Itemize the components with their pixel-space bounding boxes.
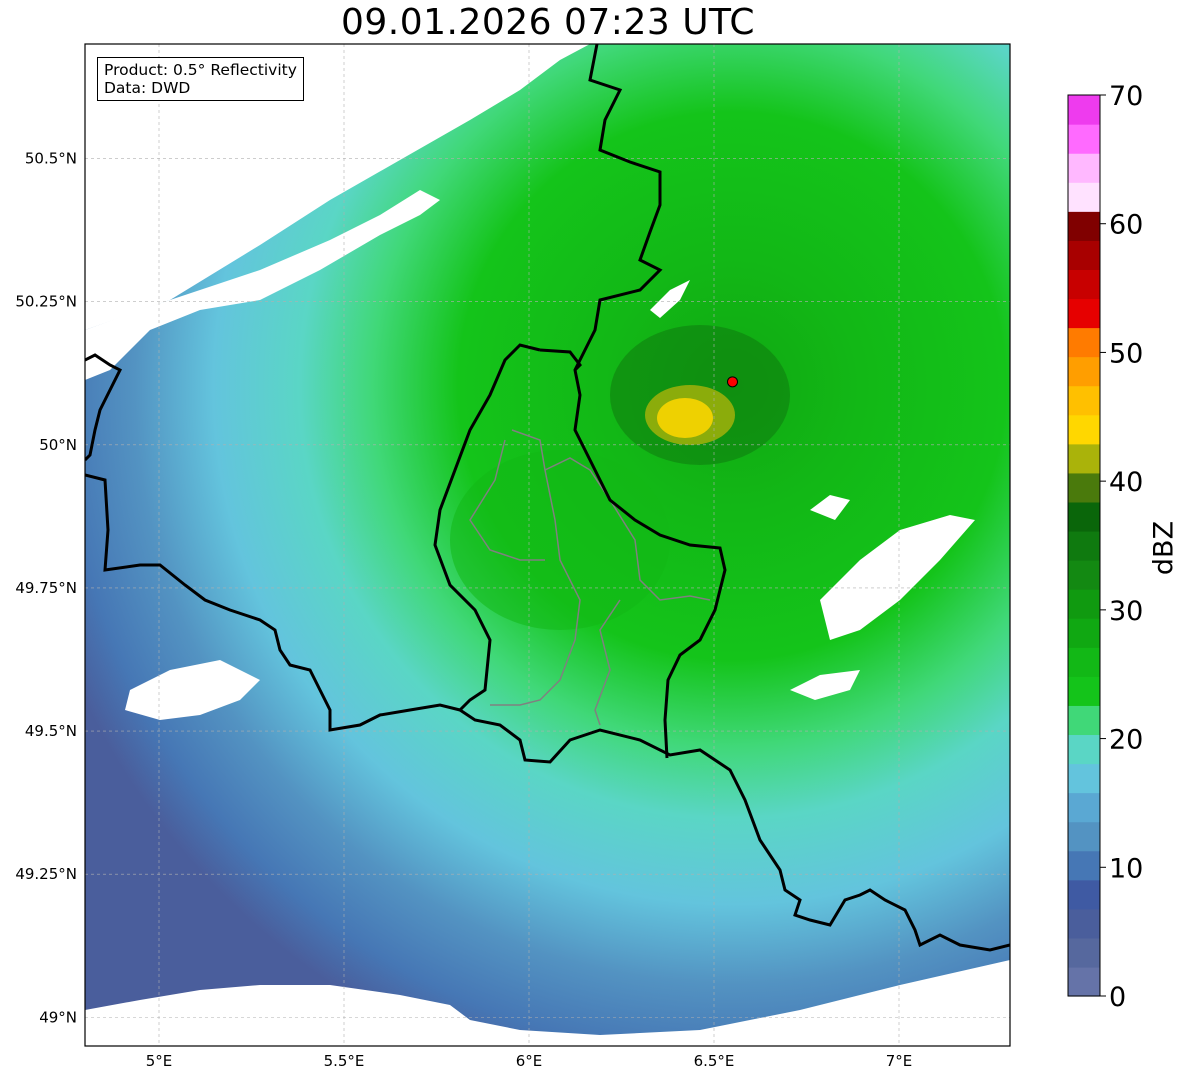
country-border — [85, 353, 123, 462]
lon-tick-label: 7°E — [886, 1052, 913, 1070]
colorbar-segment — [1068, 182, 1100, 212]
colorbar-segment — [1068, 879, 1100, 910]
colorbar: 0 10 20 30 40 50 60 70 — [1067, 81, 1143, 1013]
colorbar-tick-label: 70 — [1109, 81, 1143, 112]
colorbar-unit-label: dBZ — [1148, 520, 1180, 576]
colorbar-segment — [1068, 385, 1100, 416]
map-title: 09.01.2026 07:23 UTC — [340, 2, 756, 43]
colorbar-tick-label: 30 — [1109, 596, 1143, 627]
colorbar-segment — [1068, 821, 1100, 852]
colorbar-segment — [1068, 676, 1100, 706]
colorbar-segment — [1068, 530, 1100, 561]
colorbar-segment — [1068, 153, 1100, 183]
data-source-label: Data: DWD — [104, 79, 191, 97]
no-echo-area — [650, 280, 690, 318]
lon-tick-label: 5.5°E — [324, 1052, 365, 1070]
radar-site-marker — [727, 376, 738, 388]
colorbar-segment — [1068, 618, 1100, 648]
colorbar-segment — [1068, 443, 1100, 474]
colorbar-segment — [1068, 908, 1100, 939]
radar-echo-layer — [85, 44, 1010, 1046]
colorbar-segment — [1068, 966, 1100, 997]
map-frame — [84, 43, 1011, 1047]
no-echo-area — [820, 515, 975, 640]
no-echo-area — [85, 960, 1010, 1046]
no-echo-area — [85, 190, 440, 380]
colorbar-segment — [1068, 298, 1100, 329]
lat-tick-label: 50°N — [39, 436, 77, 454]
colorbar-segment — [1068, 211, 1100, 241]
colorbar-frame — [1067, 94, 1101, 997]
colorbar-segment — [1068, 414, 1100, 445]
colorbar-segment — [1068, 124, 1100, 154]
lat-tick-label: 49°N — [39, 1008, 77, 1026]
colorbar-segment — [1068, 472, 1100, 503]
colorbar-segment — [1068, 240, 1100, 270]
lat-tick-label: 50.25°N — [15, 293, 77, 311]
lat-tick-label: 49.25°N — [15, 865, 77, 883]
graticule — [85, 44, 1010, 1046]
lat-tick-label: 49.5°N — [25, 722, 77, 740]
no-echo-area — [790, 670, 860, 700]
info-box: Product: 0.5° Reflectivity Data: DWD — [97, 57, 304, 101]
colorbar-tick-label: 0 — [1109, 982, 1126, 1013]
no-echo-area — [810, 495, 850, 520]
colorbar-segment — [1068, 269, 1100, 300]
echo-core — [657, 398, 713, 438]
borders-layer — [85, 44, 1010, 952]
colorbar-segment — [1068, 647, 1100, 677]
echo-core — [450, 450, 670, 630]
colorbar-segment — [1068, 792, 1100, 823]
colorbar-tick-label: 50 — [1109, 338, 1143, 369]
lon-tick-label: 5°E — [146, 1052, 173, 1070]
colorbar-segment — [1068, 850, 1100, 881]
colorbar-segment — [1068, 937, 1100, 968]
colorbar-segment — [1068, 763, 1100, 794]
colorbar-segment — [1068, 327, 1100, 358]
colorbar-segment — [1068, 705, 1100, 736]
lat-tick-label: 50.5°N — [25, 150, 77, 168]
no-echo-area — [85, 44, 350, 330]
colorbar-tick-label: 40 — [1109, 467, 1143, 498]
colorbar-segment — [1068, 589, 1100, 619]
colorbar-segment — [1068, 356, 1100, 387]
colorbar-segment — [1068, 734, 1100, 765]
country-border — [539, 348, 582, 372]
country-border — [433, 343, 1010, 952]
lon-tick-label: 6°E — [516, 1052, 543, 1070]
colorbar-segment — [1068, 501, 1100, 532]
colorbar-segment — [1068, 560, 1100, 590]
colorbar-tick-label: 10 — [1109, 853, 1143, 884]
country-border — [85, 473, 461, 732]
colorbar-tick-label: 20 — [1109, 725, 1143, 756]
axis-ticks: 5°E 5.5°E 6°E 6.5°E 7°E 50.5°N 50.25°N 50°N 49.7… — [15, 150, 912, 1070]
colorbar-segment — [1068, 95, 1100, 125]
lat-tick-label: 49.75°N — [15, 579, 77, 597]
lon-tick-label: 6.5°E — [694, 1052, 735, 1070]
product-label: Product: 0.5° Reflectivity — [104, 61, 297, 79]
colorbar-tick-label: 60 — [1109, 210, 1143, 241]
